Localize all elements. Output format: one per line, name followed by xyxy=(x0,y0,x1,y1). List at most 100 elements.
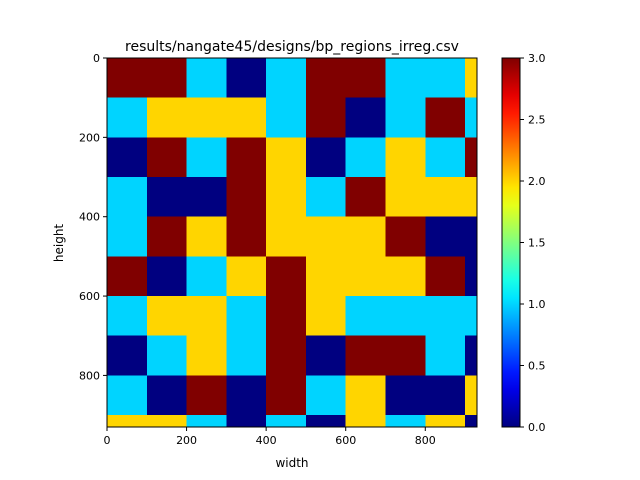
heatmap-cell xyxy=(266,415,307,428)
heatmap-cell xyxy=(465,216,478,257)
heatmap-cell xyxy=(266,58,307,99)
heatmap-cell xyxy=(425,335,466,376)
heatmap-cell xyxy=(266,137,307,178)
heatmap-cell xyxy=(226,97,267,138)
plot-area xyxy=(106,57,478,428)
heatmap-cell xyxy=(107,375,148,416)
heatmap-cell xyxy=(425,58,466,99)
x-tick-label: 400 xyxy=(256,434,277,447)
heatmap-cell xyxy=(425,177,466,218)
colorbar-tick-label: 1.0 xyxy=(528,298,546,311)
heatmap-cell xyxy=(146,97,187,138)
heatmap-cell xyxy=(146,375,187,416)
heatmap-cell xyxy=(385,177,426,218)
heatmap-cell xyxy=(186,375,227,416)
heatmap-cell xyxy=(305,256,347,297)
heatmap-cell xyxy=(186,256,227,297)
heatmap-cell xyxy=(186,177,227,218)
y-axis: 0 200 400 600 800 xyxy=(79,52,107,382)
heatmap-cell xyxy=(186,415,227,428)
heatmap-cell xyxy=(226,177,267,218)
heatmap-cell xyxy=(345,58,386,99)
colorbar-tick-label: 2.5 xyxy=(528,114,546,127)
x-tick-label: 200 xyxy=(176,434,197,447)
heatmap-cell xyxy=(465,137,478,178)
heatmap-cell xyxy=(465,97,478,138)
heatmap-cell xyxy=(266,296,307,337)
heatmap-cell xyxy=(226,415,267,428)
heatmap-cell xyxy=(146,415,187,428)
plot-frame xyxy=(106,57,478,428)
heatmap-cell xyxy=(385,97,426,138)
heatmap-cell xyxy=(107,58,148,99)
heatmap-cell xyxy=(186,216,227,257)
colorbar-tick-label: 0.0 xyxy=(528,421,546,434)
heatmap-cell xyxy=(186,97,227,138)
y-axis-label: height xyxy=(52,224,66,263)
colorbar: 0.0 0.5 1.0 1.5 2.0 2.5 3.0 xyxy=(501,52,546,434)
y-tick-label: 600 xyxy=(79,290,100,303)
heatmap-cell xyxy=(107,296,148,337)
heatmap-cell xyxy=(146,296,187,337)
heatmap-cell xyxy=(146,335,187,376)
heatmap-cell xyxy=(146,216,187,257)
y-tick-label: 200 xyxy=(79,131,100,144)
y-tick-label: 400 xyxy=(79,211,100,224)
heatmap-cell xyxy=(385,216,426,257)
heatmap-cell xyxy=(226,335,267,376)
heatmap-cell xyxy=(266,335,307,376)
heatmap-cell xyxy=(107,415,148,428)
heatmap-cell xyxy=(146,177,187,218)
heatmap-cell xyxy=(385,296,426,337)
heatmap-cell xyxy=(226,375,267,416)
heatmap-cell xyxy=(385,58,426,99)
heatmap-cell xyxy=(425,296,466,337)
heatmap-cell xyxy=(345,137,386,178)
heatmap-cell xyxy=(305,97,347,138)
x-tick-label: 0 xyxy=(104,434,111,447)
heatmap-cell xyxy=(146,58,187,99)
heatmap-cell xyxy=(465,335,478,376)
heatmap-cell xyxy=(107,137,148,178)
chart-title: results/nangate45/designs/bp_regions_irr… xyxy=(125,39,459,55)
x-axis-label: width xyxy=(275,456,308,470)
heatmap-cell xyxy=(266,375,307,416)
colorbar-tick-label: 3.0 xyxy=(528,52,546,65)
x-axis: 0 200 400 600 800 xyxy=(104,427,436,447)
colorbar-tick-label: 2.0 xyxy=(528,175,546,188)
heatmap-cell xyxy=(465,415,478,428)
colorbar-tick-label: 0.5 xyxy=(528,360,546,373)
heatmap-cell xyxy=(425,415,466,428)
heatmap-cell xyxy=(345,296,386,337)
heatmap-cell xyxy=(146,137,187,178)
heatmap-cell xyxy=(385,375,426,416)
heatmap-cell xyxy=(345,415,386,428)
heatmap-cell xyxy=(345,97,386,138)
heatmap-cell xyxy=(465,177,478,218)
heatmap-cell xyxy=(107,97,148,138)
heatmap-cell xyxy=(186,296,227,337)
heatmap-cell xyxy=(305,375,347,416)
heatmap-cell xyxy=(266,97,307,138)
heatmap-cell xyxy=(465,375,478,416)
heatmap-cell xyxy=(425,375,466,416)
heatmap-cell xyxy=(425,97,466,138)
heatmap-cell xyxy=(345,216,386,257)
heatmap-cell xyxy=(266,256,307,297)
heatmap-cell xyxy=(305,216,347,257)
heatmap-cell xyxy=(465,256,478,297)
heatmap-cell xyxy=(425,256,466,297)
heatmap-cell xyxy=(107,335,148,376)
heatmap-cell xyxy=(226,256,267,297)
heatmap-cell xyxy=(305,58,347,99)
heatmap-cell xyxy=(425,216,466,257)
heatmap-cell xyxy=(266,177,307,218)
colorbar-gradient xyxy=(501,57,521,428)
heatmap-cell xyxy=(385,335,426,376)
heatmap-cell xyxy=(186,335,227,376)
heatmap-cell xyxy=(305,296,347,337)
heatmap-cell xyxy=(345,177,386,218)
heatmap-cell xyxy=(385,137,426,178)
heatmap-cell xyxy=(465,58,478,99)
